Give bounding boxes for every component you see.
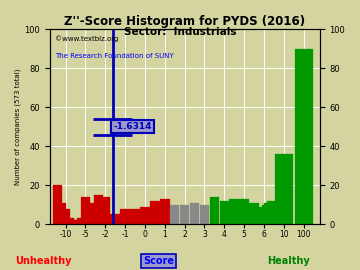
Text: Sector:  Industrials: Sector: Industrials: [124, 26, 236, 36]
Text: Healthy: Healthy: [267, 256, 309, 266]
Bar: [239, 199, 249, 224]
Bar: [295, 49, 312, 224]
Text: The Research Foundation of SUNY: The Research Foundation of SUNY: [55, 53, 174, 59]
Bar: [81, 197, 90, 224]
Bar: [73, 220, 82, 224]
Bar: [272, 207, 281, 224]
Bar: [150, 201, 159, 224]
Bar: [249, 203, 259, 224]
Bar: [269, 205, 279, 224]
Bar: [61, 209, 71, 224]
Y-axis label: Number of companies (573 total): Number of companies (573 total): [15, 69, 22, 185]
Text: -1.6314: -1.6314: [114, 122, 152, 131]
Bar: [140, 207, 150, 224]
Bar: [77, 218, 86, 224]
Bar: [229, 199, 239, 224]
Bar: [190, 203, 199, 224]
Bar: [275, 154, 293, 224]
Bar: [264, 203, 274, 224]
Bar: [53, 185, 62, 224]
Bar: [111, 214, 120, 224]
Title: Z''-Score Histogram for PYDS (2016): Z''-Score Histogram for PYDS (2016): [64, 15, 305, 28]
Bar: [200, 205, 209, 224]
Bar: [180, 205, 189, 224]
Bar: [170, 205, 180, 224]
Text: Unhealthy: Unhealthy: [15, 256, 71, 266]
Bar: [94, 195, 103, 224]
Bar: [87, 203, 97, 224]
Bar: [130, 209, 140, 224]
Bar: [120, 209, 130, 224]
Bar: [65, 218, 75, 224]
Text: ©www.textbiz.org: ©www.textbiz.org: [55, 35, 118, 42]
Bar: [100, 197, 110, 224]
Bar: [259, 207, 269, 224]
Bar: [220, 201, 229, 224]
Bar: [274, 205, 284, 224]
Bar: [262, 205, 271, 224]
Bar: [160, 199, 170, 224]
Bar: [267, 201, 276, 224]
Bar: [210, 197, 219, 224]
Bar: [57, 203, 66, 224]
Bar: [276, 211, 286, 224]
Text: Score: Score: [143, 256, 174, 266]
Bar: [69, 220, 78, 224]
